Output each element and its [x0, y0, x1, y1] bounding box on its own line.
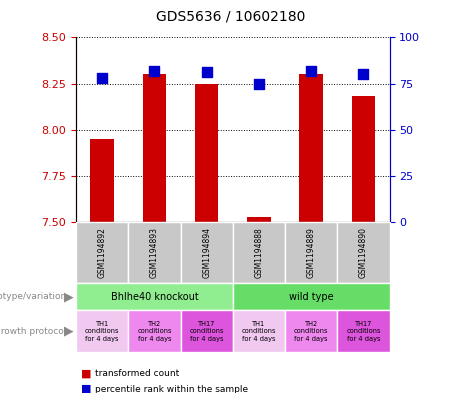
Point [360, 71, 367, 77]
Text: TH17
conditions
for 4 days: TH17 conditions for 4 days [346, 321, 381, 342]
Text: GDS5636 / 10602180: GDS5636 / 10602180 [156, 10, 305, 24]
Text: ▶: ▶ [64, 290, 74, 303]
Text: GSM1194894: GSM1194894 [202, 227, 211, 278]
Bar [90, 139, 114, 222]
Text: TH2
conditions
for 4 days: TH2 conditions for 4 days [137, 321, 171, 342]
Text: ▶: ▶ [64, 325, 74, 338]
Text: genotype/variation: genotype/variation [0, 292, 67, 301]
Point [203, 69, 210, 75]
Point [255, 80, 263, 86]
Point [151, 68, 158, 74]
Text: ■: ■ [81, 384, 91, 393]
Bar [195, 84, 219, 222]
Bar [247, 217, 271, 222]
Text: percentile rank within the sample: percentile rank within the sample [95, 385, 248, 393]
Text: wild type: wild type [289, 292, 333, 302]
Bar [352, 96, 375, 222]
Bar [143, 74, 166, 222]
Text: GSM1194888: GSM1194888 [254, 227, 263, 278]
Text: GSM1194892: GSM1194892 [98, 227, 106, 278]
Text: GSM1194889: GSM1194889 [307, 227, 316, 278]
Text: Bhlhe40 knockout: Bhlhe40 knockout [111, 292, 198, 302]
Point [99, 75, 106, 81]
Text: GSM1194893: GSM1194893 [150, 227, 159, 278]
Text: TH17
conditions
for 4 days: TH17 conditions for 4 days [189, 321, 224, 342]
Text: TH1
conditions
for 4 days: TH1 conditions for 4 days [85, 321, 119, 342]
Text: transformed count: transformed count [95, 369, 179, 378]
Point [307, 68, 315, 74]
Text: TH2
conditions
for 4 days: TH2 conditions for 4 days [294, 321, 328, 342]
Text: ■: ■ [81, 368, 91, 378]
Bar [300, 74, 323, 222]
Text: GSM1194890: GSM1194890 [359, 227, 368, 278]
Text: TH1
conditions
for 4 days: TH1 conditions for 4 days [242, 321, 276, 342]
Text: growth protocol: growth protocol [0, 327, 67, 336]
